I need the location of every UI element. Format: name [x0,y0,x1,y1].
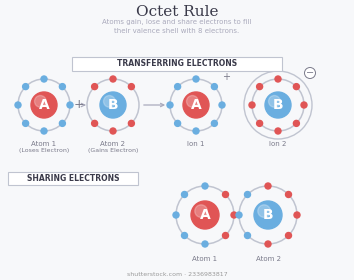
Text: B: B [273,98,283,112]
Circle shape [92,120,98,126]
Circle shape [265,92,291,118]
Circle shape [265,241,271,247]
Text: Atom 2: Atom 2 [101,141,126,147]
Circle shape [286,232,291,239]
Circle shape [41,76,47,82]
Text: TRANSFERRING ELECTRONS: TRANSFERRING ELECTRONS [117,60,237,69]
Circle shape [245,192,251,197]
Circle shape [175,84,181,90]
Circle shape [193,128,199,134]
Circle shape [265,183,271,189]
Circle shape [182,232,188,239]
Circle shape [129,120,135,126]
Circle shape [269,95,280,107]
Text: A: A [190,98,201,112]
Circle shape [187,95,198,107]
Circle shape [59,84,65,90]
Circle shape [219,102,225,108]
FancyBboxPatch shape [72,57,282,71]
Circle shape [293,120,299,126]
Circle shape [59,120,65,126]
Text: Atom 2: Atom 2 [256,256,280,262]
Circle shape [110,76,116,82]
Circle shape [257,84,263,90]
Circle shape [301,102,307,108]
Circle shape [236,212,242,218]
Circle shape [167,102,173,108]
Circle shape [41,128,47,134]
Circle shape [182,192,188,197]
Text: +: + [222,72,230,82]
Circle shape [286,192,291,197]
Circle shape [129,84,135,90]
Circle shape [110,128,116,134]
Circle shape [211,120,217,126]
Circle shape [257,120,263,126]
Circle shape [34,95,46,107]
Circle shape [258,205,270,217]
Circle shape [23,120,29,126]
Circle shape [223,192,228,197]
Text: shutterstock.com · 2336983817: shutterstock.com · 2336983817 [127,272,227,277]
Text: +: + [73,97,84,111]
Circle shape [100,92,126,118]
Circle shape [103,95,115,107]
FancyBboxPatch shape [8,172,138,185]
Text: Ion 2: Ion 2 [269,141,287,147]
Text: −: − [306,68,314,78]
Circle shape [223,232,228,239]
Circle shape [15,102,21,108]
Text: SHARING ELECTRONS: SHARING ELECTRONS [27,174,119,183]
Circle shape [92,84,98,90]
Text: Atoms gain, lose and share electrons to fill
their valence shell with 8 electron: Atoms gain, lose and share electrons to … [102,19,252,34]
Text: B: B [108,98,118,112]
Text: Atom 1: Atom 1 [193,256,218,262]
Text: Octet Rule: Octet Rule [136,5,218,19]
Circle shape [175,120,181,126]
Circle shape [249,102,255,108]
Text: Atom 1: Atom 1 [32,141,57,147]
Circle shape [202,241,208,247]
Circle shape [245,232,251,239]
Circle shape [275,128,281,134]
Circle shape [275,76,281,82]
Text: Ion 1: Ion 1 [187,141,205,147]
Circle shape [31,92,57,118]
Circle shape [254,201,282,229]
Text: B: B [263,208,273,222]
Text: A: A [200,208,210,222]
Circle shape [67,102,73,108]
Circle shape [231,212,237,218]
Circle shape [173,212,179,218]
Circle shape [193,76,199,82]
Circle shape [304,67,315,78]
Circle shape [294,212,300,218]
Circle shape [183,92,209,118]
Circle shape [293,84,299,90]
Text: (Gains Electron): (Gains Electron) [88,148,138,153]
Circle shape [23,84,29,90]
Text: A: A [39,98,49,112]
Circle shape [211,84,217,90]
Circle shape [191,201,219,229]
Circle shape [195,205,207,217]
Text: (Loses Electron): (Loses Electron) [19,148,69,153]
Circle shape [202,183,208,189]
